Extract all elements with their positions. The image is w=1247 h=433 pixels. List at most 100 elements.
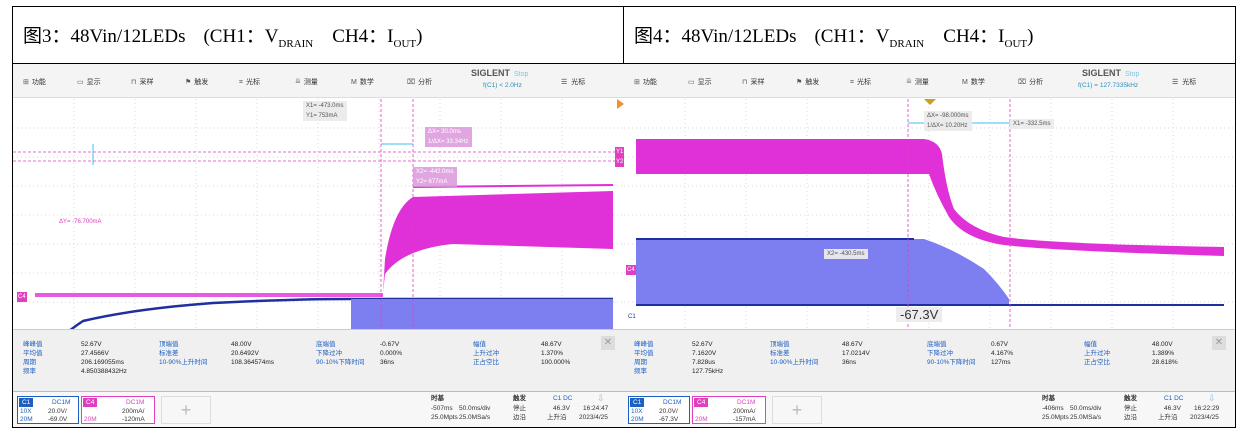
meas-value: 127.75kHz (692, 368, 724, 375)
timebase-scale: 50.0ms/div (459, 405, 491, 412)
analysis-icon: ⌧ (1018, 79, 1027, 86)
menu-analysis[interactable]: ⌧ 分析 (1018, 77, 1043, 87)
trigger-level: 46.3V (1164, 405, 1181, 412)
c4-tag: C4 (694, 398, 709, 407)
trigger-state: 停止 (513, 405, 526, 412)
menu-trigger-label: 触发 (805, 79, 820, 86)
timebase-title: 时基 (1042, 395, 1055, 402)
y2-marker: Y2 (615, 157, 625, 167)
c4-trace-band (636, 139, 1224, 256)
menu-function[interactable]: ⊞ 功能 (634, 77, 657, 87)
menu-display[interactable]: ▭ 显示 (77, 77, 101, 87)
menu-analysis-label: 分析 (418, 79, 433, 86)
meas-value: 0.67V (991, 341, 1008, 348)
waveform-grid: X1= -473.0ms Y1= 753mA ΔX= 30.0ms 1/ΔX= 33… (13, 99, 625, 329)
menu-math[interactable]: M 数学 (351, 77, 374, 87)
figure-table: 图3：48Vin/12LEDs (CH1：VDRAIN CH4：IOUT) ⊞ 功能… (12, 6, 1236, 428)
meas-label: 周期 (634, 359, 647, 366)
meas-col3-labels: 底端值 下降过冲 90-10%下降时间 (316, 340, 364, 367)
c4-scale: 200mA/ (122, 408, 145, 415)
meas-value: 20.6492V (231, 350, 259, 357)
meas-value: 7.1620V (692, 350, 717, 357)
menu-cursor[interactable]: ⌗ 光标 (850, 77, 871, 87)
measurement-panel: 峰峰值 平均值 周期 频率 52.67V 7.1620V 7.828us 127.75kHz… (624, 329, 1235, 391)
run-status[interactable]: Stop (1125, 71, 1140, 78)
measurement-panel: 峰峰值 平均值 周期 频率 52.67V 27.4566V 206.169055ms 4.8… (13, 329, 624, 391)
menu-cursor-label: 光标 (245, 79, 260, 86)
meas-col1-labels: 峰峰值 平均值 周期 频率 (634, 340, 654, 376)
channel-status-bar: C1 DC1M 10X 20.0V/ 20M -67.3V C4 DC1M 20… (624, 391, 1235, 427)
menu-display-label: 显示 (86, 79, 101, 86)
meas-value: 48.00V (1152, 341, 1173, 348)
meas-col2-values: 48.67V 17.0214V 36ns (842, 340, 870, 367)
acquire-icon: ⊓ (131, 79, 137, 86)
menu-measure[interactable]: ≞ 测量 (295, 77, 318, 87)
menu-function[interactable]: ⊞ 功能 (23, 77, 46, 87)
menu-math[interactable]: M 数学 (962, 77, 985, 87)
meas-col4-labels: 幅值 上升过冲 正占空比 (473, 340, 499, 367)
meas-label: 底端值 (316, 341, 336, 348)
clock-time: 16:24:47 (583, 405, 609, 412)
trigger-type: 边沿 (513, 414, 526, 421)
caption-ch4: CH4：I (943, 26, 1005, 47)
menu-trigger[interactable]: ⚑ 触发 (796, 77, 819, 87)
meas-value: 108.364574ms (231, 359, 275, 366)
meas-label: 下降过冲 (927, 350, 953, 357)
meas-col1-values: 52.67V 7.1620V 7.828us 127.75kHz (692, 340, 723, 376)
close-icon[interactable]: ✕ (1212, 336, 1226, 350)
delta-x-readout: ΔX= -98.000ms 1/ΔX= 10.20Hz (924, 111, 972, 131)
trigger-icon: ⚑ (796, 79, 803, 86)
c1-trace (69, 297, 613, 329)
menu-acquire-label: 采样 (139, 79, 154, 86)
clock-date: 2023/4/25 (1190, 414, 1219, 421)
menu-function-label: 功能 (642, 79, 657, 86)
c4-coupling: DC1M (737, 399, 756, 406)
menu-math-label: 数学 (970, 79, 985, 86)
c4-channel-box[interactable]: C4 DC1M 200mA/ 20M -157mA (692, 396, 766, 424)
menu-acquire[interactable]: ⊓ 采样 (131, 77, 153, 87)
c4-channel-box[interactable]: C4 DC1M 200mA/ 20M -120mA (81, 396, 155, 424)
meas-value: 48.67V (842, 341, 863, 348)
trigger-title: 触发 (513, 395, 526, 402)
trigger-level: 46.3V (553, 405, 570, 412)
menu-display[interactable]: ▭ 显示 (688, 77, 712, 87)
waveform-svg (624, 99, 1235, 329)
menu-analysis[interactable]: ⌧ 分析 (407, 77, 432, 87)
menu-analysis-label: 分析 (1029, 79, 1044, 86)
x2-readout: X2= -430.5ms (824, 249, 868, 259)
trigger-type: 边沿 (1124, 414, 1137, 421)
run-status[interactable]: Stop (514, 71, 529, 78)
menu-cursor[interactable]: ⌗ 光标 (239, 77, 260, 87)
trigger-position-marker (617, 99, 624, 109)
memory-depth: 25.0Mpts (1042, 414, 1069, 421)
caption-ch1: (CH1：V (203, 26, 279, 47)
meas-value: 27.4566V (81, 350, 109, 357)
usb-icon: ⇩ (1208, 393, 1216, 403)
c1-bandwidth: 20M (20, 416, 33, 423)
c1-channel-box[interactable]: C1 DC1M 10X 20.0V/ 20M -69.0V (17, 396, 79, 424)
usb-icon: ⇩ (597, 393, 605, 403)
add-channel-button[interactable]: + (161, 396, 211, 424)
delta-x-value: ΔX= -98.000ms (927, 113, 969, 119)
meas-label: 上升过冲 (1084, 350, 1110, 357)
menu-measure-label: 测量 (914, 79, 929, 86)
meas-label: 峰峰值 (23, 341, 43, 348)
menu-cursor-right[interactable]: ☰ 光标 (1172, 77, 1196, 87)
menu-acquire[interactable]: ⊓ 采样 (742, 77, 764, 87)
add-channel-button[interactable]: + (772, 396, 822, 424)
list-icon: ☰ (1172, 79, 1179, 86)
meas-col4-values: 48.00V 1.389% 28.618% (1152, 340, 1178, 367)
menu-acquire-label: 采样 (750, 79, 765, 86)
menu-trigger[interactable]: ⚑ 触发 (185, 77, 208, 87)
menu-cursor-right[interactable]: ☰ 光标 (561, 77, 585, 87)
close-icon[interactable]: ✕ (601, 336, 615, 350)
c1-coupling: DC1M (52, 399, 71, 406)
display-icon: ▭ (77, 79, 84, 86)
trigger-source: C1 DC (1164, 395, 1184, 402)
menu-measure[interactable]: ≞ 测量 (906, 77, 929, 87)
meas-label: 标准差 (770, 350, 790, 357)
meas-value: -0.67V (380, 341, 400, 348)
cursor-icon: ⌗ (239, 79, 243, 86)
c1-channel-box[interactable]: C1 DC1M 10X 20.0V/ 20M -67.3V (628, 396, 690, 424)
meas-value: 17.0214V (842, 350, 870, 357)
